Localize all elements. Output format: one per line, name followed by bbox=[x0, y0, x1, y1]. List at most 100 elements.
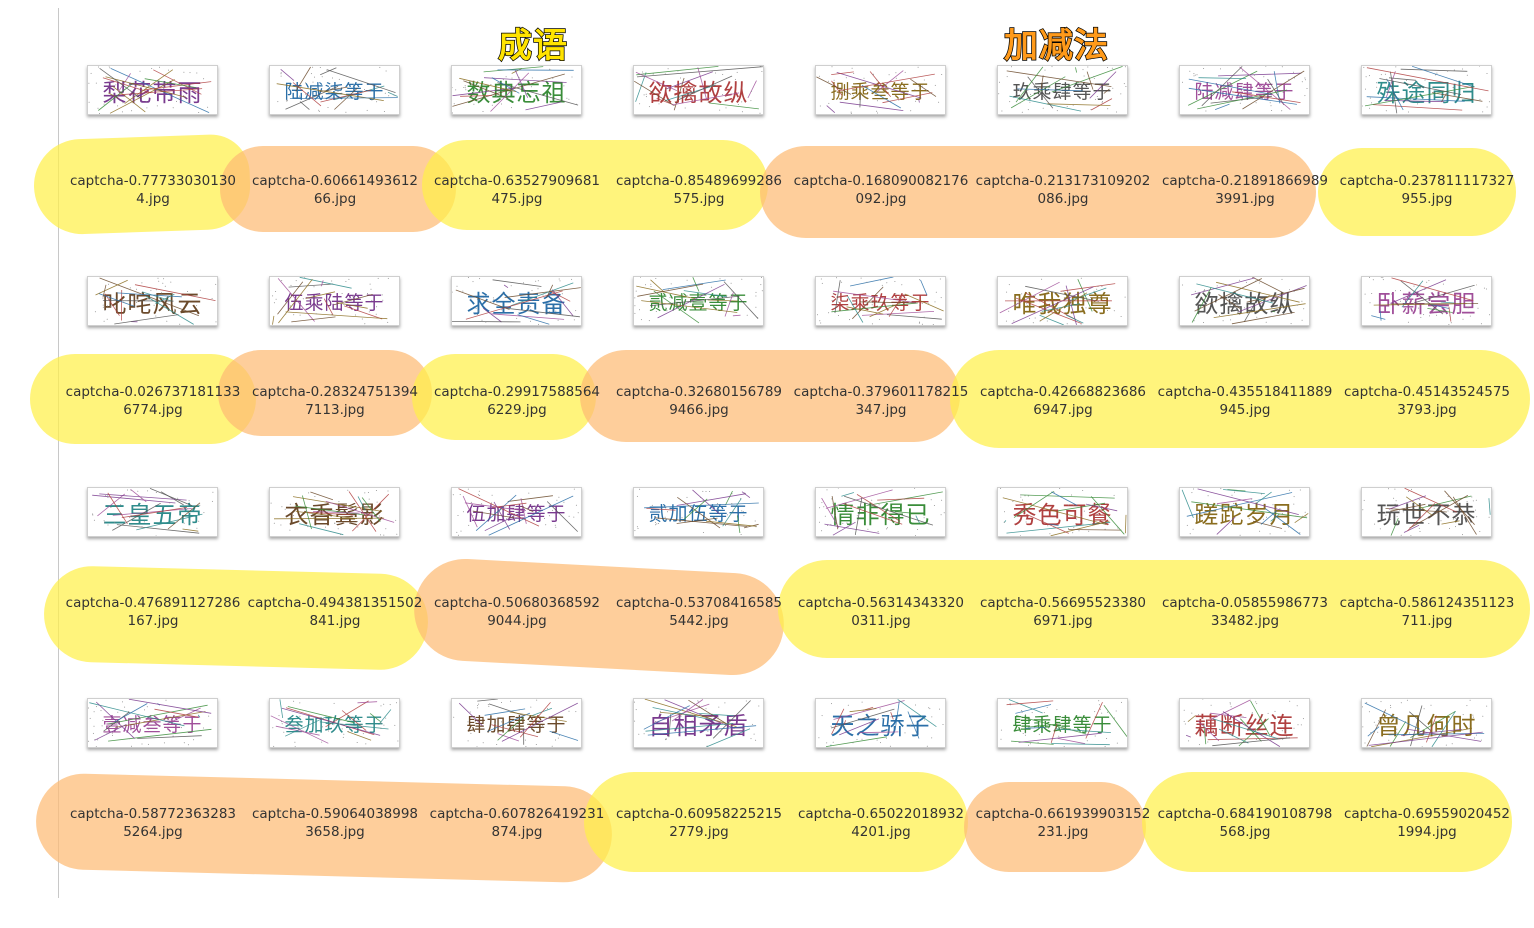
file-item[interactable]: 捌乘叁等于 captcha-0.168090082176 092.jpg bbox=[790, 8, 972, 219]
file-name-line1: captcha-0.60661493612 bbox=[251, 173, 419, 189]
file-item[interactable]: 叱咤风云 captcha-0.026737181133 6774.jpg bbox=[62, 219, 244, 430]
file-name-line2: 7113.jpg bbox=[305, 402, 365, 418]
captcha-text: 数典忘祖 bbox=[466, 78, 567, 107]
captcha-thumbnail[interactable]: 求全责备 bbox=[451, 276, 582, 326]
file-name-line1: captcha-0.213173109202 bbox=[975, 173, 1151, 189]
file-name-label: captcha-0.607826419231 874.jpg bbox=[426, 805, 608, 841]
highlight-idiom bbox=[422, 140, 768, 230]
file-item[interactable]: 衣香鬓影 captcha-0.494381351502 841.jpg bbox=[244, 430, 426, 641]
captcha-thumbnail[interactable]: 玩世不恭 bbox=[1361, 487, 1492, 537]
captcha-thumbnail[interactable]: 叱咤风云 bbox=[87, 276, 218, 326]
file-item[interactable]: 梨花带雨 captcha-0.77733030130 4.jpg bbox=[62, 8, 244, 219]
file-item[interactable]: 秀色可餐 captcha-0.56695523380 6971.jpg bbox=[972, 430, 1154, 641]
file-name-line2: 231.jpg bbox=[1037, 824, 1089, 840]
captcha-thumbnail[interactable]: 捌乘叁等于 bbox=[815, 65, 946, 115]
captcha-thumbnail[interactable]: 殊途同归 bbox=[1361, 65, 1492, 115]
captcha-thumbnail[interactable]: 陆减柒等于 bbox=[269, 65, 400, 115]
captcha-thumbnail[interactable]: 唯我独尊 bbox=[997, 276, 1128, 326]
captcha-thumbnail[interactable]: 伍加肆等于 bbox=[451, 487, 582, 537]
file-item[interactable]: 柒乘玖等于 captcha-0.379601178215 347.jpg bbox=[790, 219, 972, 430]
file-name-line2: 568.jpg bbox=[1219, 824, 1271, 840]
file-item[interactable]: 天之骄子 captcha-0.65022018932 4201.jpg bbox=[790, 641, 972, 852]
captcha-noise bbox=[88, 66, 212, 114]
file-item[interactable]: 自相矛盾 captcha-0.60958225215 2779.jpg bbox=[608, 641, 790, 852]
file-item[interactable]: 三皇五帝 captcha-0.476891127286 167.jpg bbox=[62, 430, 244, 641]
file-item[interactable]: 殊途同归 captcha-0.237811117327 955.jpg bbox=[1336, 8, 1518, 219]
captcha-thumbnail[interactable]: 三皇五帝 bbox=[87, 487, 218, 537]
file-item[interactable]: 唯我独尊 captcha-0.42668823686 6947.jpg bbox=[972, 219, 1154, 430]
divider-line bbox=[58, 8, 59, 898]
captcha-thumbnail[interactable]: 叁加玖等于 bbox=[269, 698, 400, 748]
captcha-thumbnail[interactable]: 肆乘肆等于 bbox=[997, 698, 1128, 748]
captcha-thumbnail[interactable]: 贰减壹等于 bbox=[633, 276, 764, 326]
file-name-label: captcha-0.56695523380 6971.jpg bbox=[972, 594, 1154, 630]
captcha-thumbnail[interactable]: 陆减肆等于 bbox=[1179, 65, 1310, 115]
captcha-thumbnail[interactable]: 梨花带雨 bbox=[87, 65, 218, 115]
captcha-thumbnail[interactable]: 情非得已 bbox=[815, 487, 946, 537]
captcha-thumbnail[interactable]: 壹减叁等于 bbox=[87, 698, 218, 748]
file-item[interactable]: 叁加玖等于 captcha-0.59064038998 3658.jpg bbox=[244, 641, 426, 852]
file-item[interactable]: 伍乘陆等于 captcha-0.28324751394 7113.jpg bbox=[244, 219, 426, 430]
captcha-thumbnail[interactable]: 天之骄子 bbox=[815, 698, 946, 748]
captcha-noise bbox=[998, 66, 1127, 113]
file-name-line1: captcha-0.607826419231 bbox=[429, 806, 605, 822]
captcha-thumbnail[interactable]: 贰加伍等于 bbox=[633, 487, 764, 537]
file-name-label: captcha-0.026737181133 6774.jpg bbox=[62, 383, 244, 419]
captcha-thumbnail[interactable]: 柒乘玖等于 bbox=[815, 276, 946, 326]
captcha-thumbnail[interactable]: 藕断丝连 bbox=[1179, 698, 1310, 748]
file-item[interactable]: 情非得已 captcha-0.56314343320 0311.jpg bbox=[790, 430, 972, 641]
captcha-thumbnail[interactable]: 自相矛盾 bbox=[633, 698, 764, 748]
file-item[interactable]: 贰减壹等于 captcha-0.32680156789 9466.jpg bbox=[608, 219, 790, 430]
file-name-line1: captcha-0.684190108798 bbox=[1157, 806, 1333, 822]
file-name-label: captcha-0.476891127286 167.jpg bbox=[62, 594, 244, 630]
file-item[interactable]: 蹉跎岁月 captcha-0.05855986773 33482.jpg bbox=[1154, 430, 1336, 641]
file-item[interactable]: 数典忘祖 captcha-0.63527909681 475.jpg bbox=[426, 8, 608, 219]
captcha-thumbnail[interactable]: 伍乘陆等于 bbox=[269, 276, 400, 326]
file-item[interactable]: 欲擒故纵 captcha-0.435518411889 945.jpg bbox=[1154, 219, 1336, 430]
file-name-line2: 3793.jpg bbox=[1397, 402, 1457, 418]
file-name-label: captcha-0.684190108798 568.jpg bbox=[1154, 805, 1336, 841]
file-item[interactable]: 贰加伍等于 captcha-0.53708416585 5442.jpg bbox=[608, 430, 790, 641]
file-item[interactable]: 曾几何时 captcha-0.69559020452 1994.jpg bbox=[1336, 641, 1518, 852]
file-name-label: captcha-0.379601178215 347.jpg bbox=[790, 383, 972, 419]
file-item[interactable]: 伍加肆等于 captcha-0.50680368592 9044.jpg bbox=[426, 430, 608, 641]
file-name-line2: 6971.jpg bbox=[1033, 613, 1093, 629]
file-item[interactable]: 壹减叁等于 captcha-0.58772363283 5264.jpg bbox=[62, 641, 244, 852]
file-name-line2: 4201.jpg bbox=[851, 824, 911, 840]
highlight-idiom bbox=[1142, 772, 1512, 872]
file-item[interactable]: 求全责备 captcha-0.29917588564 6229.jpg bbox=[426, 219, 608, 430]
captcha-thumbnail[interactable]: 玖乘肆等于 bbox=[997, 65, 1128, 115]
captcha-thumbnail[interactable]: 蹉跎岁月 bbox=[1179, 487, 1310, 537]
captcha-thumbnail[interactable]: 衣香鬓影 bbox=[269, 487, 400, 537]
captcha-thumbnail[interactable]: 肆加肆等于 bbox=[451, 698, 582, 748]
legend-math-label: 加减法 bbox=[1003, 25, 1109, 67]
file-item[interactable]: 藕断丝连 captcha-0.684190108798 568.jpg bbox=[1154, 641, 1336, 852]
file-item[interactable]: 肆加肆等于 captcha-0.607826419231 874.jpg bbox=[426, 641, 608, 852]
file-name-line2: 9466.jpg bbox=[669, 402, 729, 418]
captcha-thumbnail[interactable]: 欲擒故纵 bbox=[1179, 276, 1310, 326]
file-name-line2: 092.jpg bbox=[855, 191, 907, 207]
file-item[interactable]: 玖乘肆等于 captcha-0.213173109202 086.jpg bbox=[972, 8, 1154, 219]
captcha-thumbnail[interactable]: 卧薪尝胆 bbox=[1361, 276, 1492, 326]
captcha-noise bbox=[453, 699, 579, 747]
captcha-text: 玩世不恭 bbox=[1376, 500, 1477, 529]
file-item[interactable]: 陆减肆等于 captcha-0.21891866989 3991.jpg bbox=[1154, 8, 1336, 219]
highlight-idiom bbox=[584, 772, 968, 872]
file-name-line1: captcha-0.29917588564 bbox=[433, 384, 601, 400]
captcha-text: 自相矛盾 bbox=[648, 711, 749, 740]
captcha-thumbnail[interactable]: 曾几何时 bbox=[1361, 698, 1492, 748]
highlight-idiom bbox=[1318, 148, 1516, 236]
file-item[interactable]: 陆减柒等于 captcha-0.60661493612 66.jpg bbox=[244, 8, 426, 219]
file-item[interactable]: 卧薪尝胆 captcha-0.45143524575 3793.jpg bbox=[1336, 219, 1518, 430]
captcha-text: 捌乘叁等于 bbox=[830, 80, 931, 103]
file-name-line1: captcha-0.56695523380 bbox=[979, 595, 1147, 611]
captcha-thumbnail[interactable]: 欲擒故纵 bbox=[633, 65, 764, 115]
file-item[interactable]: 玩世不恭 captcha-0.586124351123 711.jpg bbox=[1336, 430, 1518, 641]
captcha-noise bbox=[1182, 277, 1307, 325]
captcha-thumbnail[interactable]: 秀色可餐 bbox=[997, 487, 1128, 537]
captcha-noise bbox=[92, 488, 214, 536]
file-item[interactable]: 肆乘肆等于 captcha-0.661939903152 231.jpg bbox=[972, 641, 1154, 852]
file-name-label: captcha-0.60661493612 66.jpg bbox=[244, 172, 426, 208]
file-item[interactable]: 欲擒故纵 captcha-0.85489699286 575.jpg bbox=[608, 8, 790, 219]
captcha-thumbnail[interactable]: 数典忘祖 bbox=[451, 65, 582, 115]
